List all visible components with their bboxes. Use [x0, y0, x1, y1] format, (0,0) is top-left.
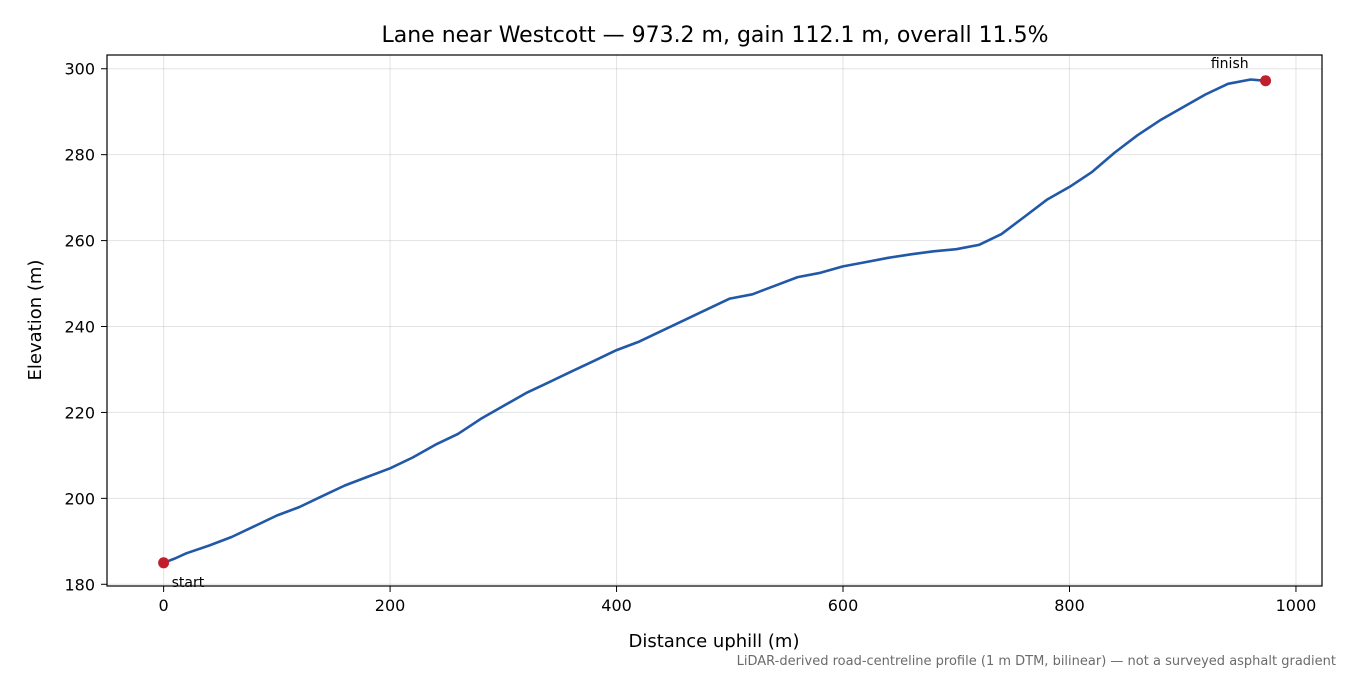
- marker-layer: start finish: [158, 56, 1272, 591]
- start-label: start: [172, 575, 205, 591]
- y-tick-label: 240: [64, 318, 95, 337]
- x-tick-label: 1000: [1276, 596, 1317, 615]
- y-tick-label: 180: [64, 575, 95, 594]
- start-marker: [158, 557, 170, 569]
- y-tick-label: 280: [64, 146, 95, 165]
- series-layer: [163, 78, 1266, 565]
- x-tick-label: 400: [601, 596, 632, 615]
- x-tick-label: 800: [1054, 596, 1085, 615]
- y-tick-label: 260: [64, 232, 95, 251]
- x-tick-label: 600: [828, 596, 859, 615]
- grid: [107, 55, 1322, 586]
- chart-title: Lane near Westcott — 973.2 m, gain 112.1…: [381, 23, 1048, 48]
- x-tick-label: 0: [159, 596, 169, 615]
- axis-ticks: 0 200 400 600 800 1000 180 200 220 240 260 280 300: [64, 60, 1316, 615]
- footnote: LiDAR-derived road-centreline profile (1…: [737, 654, 1336, 669]
- plot-frame: [106, 54, 1323, 587]
- y-tick-label: 300: [64, 60, 95, 79]
- y-tick-label: 200: [64, 489, 95, 508]
- y-axis-label: Elevation (m): [25, 260, 46, 381]
- y-tick-label: 220: [64, 403, 95, 422]
- finish-label: finish: [1211, 56, 1249, 72]
- finish-marker: [1260, 75, 1272, 87]
- x-axis-label: Distance uphill (m): [629, 631, 800, 652]
- x-tick-label: 200: [375, 596, 406, 615]
- elevation-line: [163, 78, 1266, 565]
